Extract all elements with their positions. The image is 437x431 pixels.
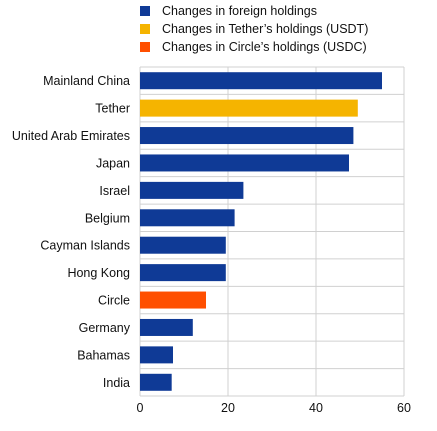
bar: [140, 209, 235, 227]
bar: [140, 236, 226, 254]
category-label: Mainland China: [43, 74, 130, 88]
bar: [140, 99, 358, 117]
legend-label-foreign: Changes in foreign holdings: [162, 4, 317, 18]
bar: [140, 318, 193, 336]
category-label: Circle: [98, 294, 130, 308]
bar: [140, 291, 206, 309]
category-label: Bahamas: [77, 348, 130, 362]
bar: [140, 264, 226, 282]
legend-label-tether: Changes in Tether’s holdings (USDT): [162, 22, 369, 36]
category-label: Germany: [79, 321, 131, 335]
category-label: Cayman Islands: [40, 239, 130, 253]
legend-label-circle: Changes in Circle’s holdings (USDC): [162, 40, 367, 54]
bar: [140, 154, 349, 172]
legend-item-circle: Changes in Circle’s holdings (USDC): [140, 38, 368, 56]
bar: [140, 127, 354, 145]
x-tick-label: 0: [137, 401, 144, 415]
x-tick-label: 40: [309, 401, 323, 415]
legend-item-foreign: Changes in foreign holdings: [140, 2, 368, 20]
chart-legend: Changes in foreign holdings Changes in T…: [140, 2, 368, 56]
bar: [140, 346, 173, 364]
category-label: India: [103, 376, 130, 390]
bar: [140, 72, 382, 90]
legend-swatch-tether: [140, 24, 150, 34]
legend-swatch-circle: [140, 42, 150, 52]
x-tick-label: 60: [397, 401, 411, 415]
bar: [140, 181, 244, 199]
x-tick-label: 20: [221, 401, 235, 415]
category-label: Belgium: [85, 211, 130, 225]
category-label: United Arab Emirates: [12, 129, 130, 143]
category-label: Israel: [99, 184, 130, 198]
category-label: Hong Kong: [67, 266, 130, 280]
bar: [140, 373, 172, 391]
category-label: Tether: [95, 102, 130, 116]
legend-swatch-foreign: [140, 6, 150, 16]
category-label: Japan: [96, 156, 130, 170]
legend-item-tether: Changes in Tether’s holdings (USDT): [140, 20, 368, 38]
